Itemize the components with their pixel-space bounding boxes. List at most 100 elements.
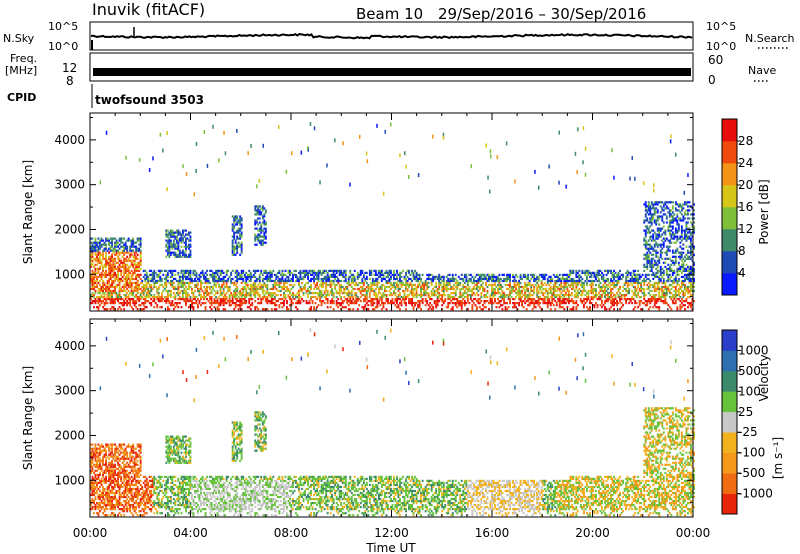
power-cell — [169, 294, 172, 297]
power-cell — [129, 298, 132, 301]
power-cell — [124, 247, 127, 250]
power-cell — [100, 239, 103, 242]
power-cell — [563, 296, 566, 299]
power-cell — [105, 255, 107, 258]
power-cell — [130, 241, 133, 244]
power-cell — [670, 275, 673, 278]
power-cell — [302, 275, 305, 278]
power-cell — [103, 292, 106, 295]
power-cell — [379, 304, 382, 307]
power-cell — [159, 277, 162, 281]
power-cell — [284, 269, 287, 272]
power-cell — [610, 296, 612, 299]
power-cell — [231, 229, 234, 232]
power-cell — [106, 292, 109, 295]
power-cell — [105, 300, 107, 303]
power-cell — [352, 277, 355, 281]
power-cell — [644, 273, 647, 276]
power-cell — [504, 277, 507, 281]
power-cell — [411, 271, 413, 274]
power-cell — [400, 285, 403, 289]
power-cell — [111, 265, 113, 268]
power-cell — [454, 277, 457, 281]
power-cell — [254, 271, 257, 274]
power-cell — [114, 267, 116, 270]
power-cell — [156, 275, 159, 278]
power-cell — [302, 271, 305, 274]
power-cell — [432, 294, 435, 297]
power-cell — [139, 294, 142, 297]
power-cell — [415, 279, 418, 283]
power-cell — [610, 277, 612, 281]
power-cell — [145, 275, 148, 278]
power-cell — [340, 302, 343, 305]
power-cell — [216, 306, 219, 309]
power-cell — [102, 253, 104, 256]
power-cell — [138, 304, 141, 307]
power-cell — [257, 283, 260, 287]
power-cell — [127, 251, 130, 254]
power-cell — [115, 249, 118, 252]
power-cell — [97, 300, 100, 303]
power-cell — [222, 304, 225, 307]
power-cell — [646, 211, 649, 214]
power-cell — [406, 275, 409, 278]
power-cell — [133, 287, 136, 291]
power-cell — [120, 265, 123, 268]
power-cell — [185, 298, 187, 301]
power-cell — [457, 275, 460, 278]
power-cell — [269, 277, 272, 281]
power-cell — [540, 298, 543, 301]
power-cell — [405, 277, 407, 281]
power-cell — [263, 235, 266, 238]
power-cell — [231, 269, 234, 272]
power-cell — [350, 294, 353, 297]
power-cell — [656, 263, 659, 266]
power-cell — [156, 306, 159, 309]
power-cell — [341, 275, 344, 278]
power-cell — [347, 275, 350, 278]
power-cell — [388, 281, 391, 285]
power-cell — [646, 283, 649, 287]
power-cell — [142, 298, 145, 301]
power-cell — [411, 287, 413, 291]
power-cell — [112, 279, 115, 283]
power-cell — [129, 265, 132, 268]
power-cell — [380, 273, 383, 276]
power-cell — [611, 292, 614, 295]
power-cell — [103, 257, 106, 260]
power-cell — [589, 289, 591, 293]
power-cell — [652, 257, 655, 260]
power-cell — [169, 271, 172, 274]
power-cell — [659, 300, 662, 303]
power-cell — [629, 273, 632, 276]
power-cell — [515, 292, 517, 295]
power-cell — [338, 292, 341, 295]
power-cell — [397, 294, 400, 297]
power-cell — [283, 287, 285, 291]
power-cell — [655, 233, 658, 236]
power-cell — [317, 285, 320, 289]
power-cell — [649, 263, 652, 266]
power-cell — [123, 237, 126, 240]
power-cell — [477, 294, 480, 297]
power-cell — [581, 277, 584, 281]
power-cell — [260, 225, 263, 228]
power-cell — [522, 273, 525, 276]
power-cell — [643, 243, 646, 246]
power-cell — [545, 283, 548, 287]
power-cell — [359, 292, 362, 295]
power-cell — [512, 287, 514, 291]
power-cell — [379, 275, 382, 278]
power-cell — [290, 271, 293, 274]
power-cell — [564, 294, 567, 297]
power-cell — [397, 287, 400, 291]
power-cell — [492, 292, 495, 295]
power-cell — [426, 292, 429, 295]
power-cell — [165, 235, 168, 238]
power-cell — [423, 283, 426, 287]
power-cell — [652, 283, 655, 287]
power-cell — [344, 277, 347, 281]
power-cell — [390, 300, 392, 303]
power-cell — [643, 229, 646, 232]
